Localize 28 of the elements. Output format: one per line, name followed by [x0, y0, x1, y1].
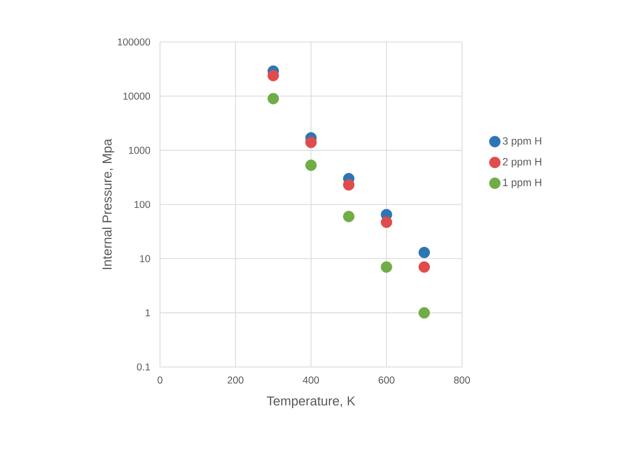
y-axis-title: Internal Pressure, Mpa [102, 138, 114, 270]
legend-label: 2 ppm H [502, 158, 542, 168]
point [305, 136, 317, 148]
x-tick-label: 200 [228, 376, 244, 384]
y-tick-label: 100 [134, 200, 150, 208]
point [268, 92, 279, 104]
point [380, 261, 392, 273]
point [343, 179, 354, 191]
y-tick-label: 10000 [123, 92, 150, 100]
x-axis-title: Temperature, K [266, 396, 356, 408]
x-tick-label: 800 [454, 376, 470, 384]
point [268, 70, 279, 82]
point [418, 261, 430, 273]
y-tick-label: 1000 [128, 146, 150, 154]
point [418, 307, 430, 319]
legend-label: 3 ppm H [502, 137, 542, 147]
y-tick-label: 0.1 [136, 363, 150, 371]
point [380, 216, 392, 228]
y-tick-label: 1 [146, 309, 150, 316]
y-tick-label: 100000 [118, 38, 150, 46]
point [343, 210, 354, 222]
point [418, 246, 430, 258]
x-tick-label: 400 [302, 376, 319, 384]
x-tick-label: 600 [378, 376, 394, 384]
y-tick-label: 10 [140, 255, 150, 262]
point [305, 160, 317, 171]
legend-label: 1 ppm H [503, 178, 542, 188]
x-tick-label: 0 [158, 376, 162, 384]
